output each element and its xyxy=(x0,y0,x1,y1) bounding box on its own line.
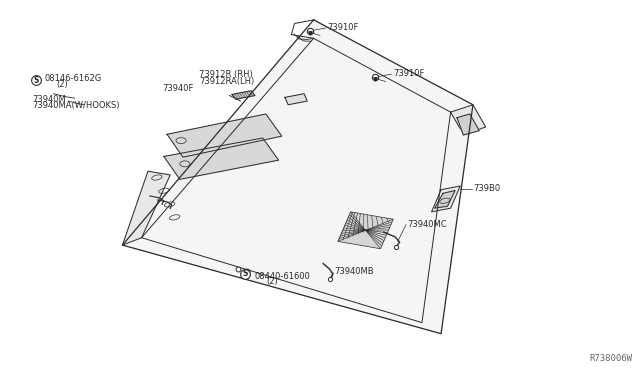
Text: R738006W: R738006W xyxy=(589,354,632,363)
Text: S: S xyxy=(243,269,248,278)
Polygon shape xyxy=(232,91,255,99)
Polygon shape xyxy=(431,186,460,212)
Polygon shape xyxy=(122,20,473,334)
Polygon shape xyxy=(285,94,307,105)
Text: S: S xyxy=(33,76,38,84)
Polygon shape xyxy=(338,212,394,249)
Text: 73940F: 73940F xyxy=(163,84,194,93)
Text: 73940MA(W/HOOKS): 73940MA(W/HOOKS) xyxy=(32,101,120,110)
Text: 73940M: 73940M xyxy=(32,95,66,104)
Text: 739B0: 739B0 xyxy=(473,185,500,193)
Text: 73910F: 73910F xyxy=(394,69,425,78)
Text: 08440-61600: 08440-61600 xyxy=(254,272,310,280)
Text: (2): (2) xyxy=(56,80,68,89)
Polygon shape xyxy=(457,114,479,135)
Polygon shape xyxy=(167,114,282,157)
Text: 08146-6162G: 08146-6162G xyxy=(45,74,102,83)
Text: 73940MC: 73940MC xyxy=(407,220,447,229)
Text: 73940MB: 73940MB xyxy=(335,267,374,276)
Polygon shape xyxy=(122,171,170,245)
Polygon shape xyxy=(164,138,278,179)
Text: 73912RA(LH): 73912RA(LH) xyxy=(199,77,254,86)
Text: (2): (2) xyxy=(266,278,278,286)
Text: 73912R (RH): 73912R (RH) xyxy=(199,70,253,79)
Text: 73910F: 73910F xyxy=(328,23,359,32)
Polygon shape xyxy=(435,190,455,208)
Polygon shape xyxy=(451,105,486,134)
